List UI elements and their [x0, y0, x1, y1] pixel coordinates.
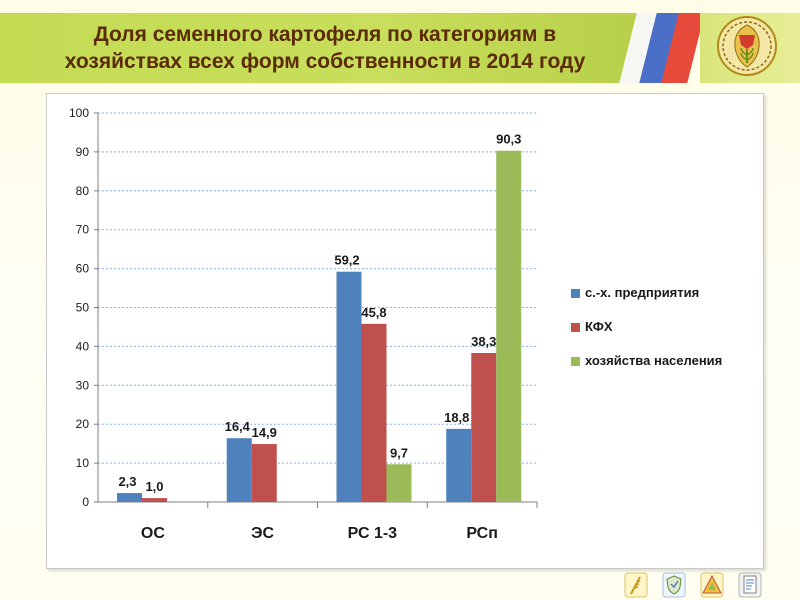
legend-label: КФХ [585, 319, 613, 334]
bar [361, 323, 387, 502]
footer-icon-bar [620, 570, 790, 600]
data-label: 2,3 [118, 474, 136, 489]
wheat-ear-icon[interactable] [624, 572, 648, 598]
bar [446, 428, 472, 502]
data-label: 16,4 [225, 419, 251, 434]
page-title: Доля семенного картофеля по категориям в… [40, 21, 610, 75]
chart-legend: с.-х. предприятия КФХ хозяйства населени… [571, 282, 761, 384]
data-label: 18,8 [444, 410, 469, 425]
data-label: 1,0 [145, 479, 163, 494]
legend-swatch [571, 323, 580, 332]
y-tick-label: 40 [76, 339, 90, 353]
slide-header: Доля семенного картофеля по категориям в… [0, 13, 800, 83]
triangle-emblem-icon[interactable] [700, 572, 724, 598]
legend-item-farms: КФХ [571, 316, 761, 350]
x-tick-label: РС 1-3 [348, 525, 398, 542]
bar [471, 353, 497, 502]
document-icon[interactable] [738, 572, 762, 598]
page-title-line-2: хозяйствах всех форм собственности в 201… [64, 50, 586, 73]
y-tick-label: 60 [76, 262, 90, 276]
bar [226, 438, 252, 502]
legend-label: хозяйства населения [585, 353, 723, 368]
data-label: 90,3 [496, 132, 521, 147]
page-title-line-1: Доля семенного картофеля по категориям в [93, 23, 557, 46]
y-tick-label: 70 [76, 223, 90, 237]
bar [117, 493, 142, 502]
y-tick-label: 90 [76, 145, 90, 159]
y-tick-label: 100 [69, 106, 89, 120]
y-tick-label: 20 [76, 417, 90, 431]
bar [142, 498, 167, 502]
legend-swatch [571, 357, 580, 366]
bar [496, 150, 522, 502]
y-tick-label: 80 [76, 184, 90, 198]
shield-icon[interactable] [662, 572, 686, 598]
data-label: 45,8 [361, 305, 386, 320]
y-tick-label: 10 [76, 456, 90, 470]
header-band [0, 13, 640, 83]
data-label: 9,7 [390, 445, 408, 460]
data-label: 38,3 [471, 334, 496, 349]
x-tick-label: РСп [466, 525, 498, 542]
data-label: 59,2 [334, 253, 359, 268]
data-label: 14,9 [252, 425, 277, 440]
legend-swatch [571, 289, 580, 298]
x-tick-label: ОС [141, 525, 165, 542]
bar-chart: 0 10 20 30 40 50 60 70 80 90 100 ОС 2,3 1,0 ЭС 16,4 14,9… [69, 106, 538, 542]
y-tick-label: 30 [76, 378, 90, 392]
x-tick-label: ЭС [251, 525, 274, 542]
bar [336, 271, 362, 502]
chart-frame: 0 10 20 30 40 50 60 70 80 90 100 ОС 2,3 1,0 ЭС 16,4 14,9… [46, 93, 764, 569]
legend-item-households: хозяйства населения [571, 350, 761, 384]
legend-label: с.-х. предприятия [585, 285, 700, 300]
coat-of-arms-icon [717, 16, 777, 76]
bar [386, 464, 412, 502]
y-tick-label: 50 [76, 301, 90, 315]
y-tick-label: 0 [82, 495, 89, 509]
legend-item-agri-enterprises: с.-х. предприятия [571, 282, 761, 316]
bar [251, 444, 277, 502]
